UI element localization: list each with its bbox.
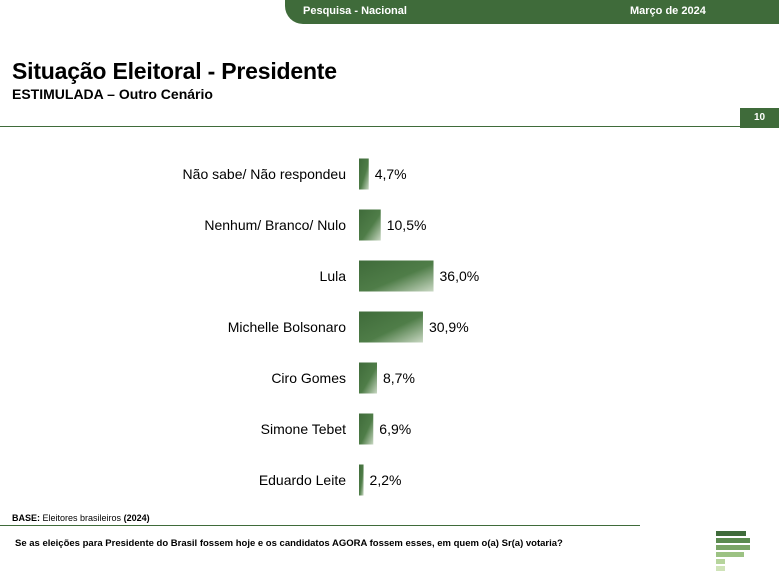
page-title: Situação Eleitoral - Presidente	[12, 58, 337, 84]
category-label: Simone Tebet	[261, 421, 346, 437]
header-divider	[0, 126, 740, 127]
value-label: 30,9%	[429, 319, 469, 335]
bar	[359, 311, 423, 343]
value-label: 2,2%	[370, 472, 402, 488]
footer-divider	[0, 525, 640, 526]
base-text: Eleitores brasileiros	[42, 513, 122, 523]
survey-label: Pesquisa - Nacional	[303, 5, 407, 17]
bar	[359, 158, 369, 190]
bar	[359, 209, 381, 241]
bar	[359, 362, 378, 394]
value-label: 6,9%	[379, 421, 411, 437]
bar	[359, 464, 364, 496]
category-label: Não sabe/ Não respondeu	[183, 166, 346, 182]
category-label: Michelle Bolsonaro	[228, 319, 346, 335]
base-year: (2024)	[123, 513, 150, 523]
category-label: Eduardo Leite	[259, 472, 346, 488]
bar-chart: Não sabe/ Não respondeu 4,7% Nenhum/ Branc…	[183, 158, 480, 496]
base-note: BASE: Eleitores brasileiros (2024)	[12, 513, 150, 523]
category-label: Nenhum/ Branco/ Nulo	[204, 217, 346, 233]
value-label: 10,5%	[387, 217, 427, 233]
p-stripes-logo-icon	[716, 531, 750, 571]
page-subtitle: ESTIMULADA – Outro Cenário	[12, 86, 213, 102]
survey-date: Março de 2024	[630, 5, 706, 17]
category-label: Ciro Gomes	[271, 370, 346, 386]
survey-question: Se as eleições para Presidente do Brasil…	[15, 538, 563, 549]
bar	[359, 413, 374, 445]
category-label: Lula	[320, 268, 347, 284]
value-label: 36,0%	[440, 268, 480, 284]
value-label: 4,7%	[375, 166, 407, 182]
base-label: BASE:	[12, 513, 41, 523]
page-number-badge: 10	[740, 108, 779, 128]
bar	[359, 260, 434, 292]
value-label: 8,7%	[383, 370, 415, 386]
header-bar: Pesquisa - Nacional Março de 2024	[285, 0, 779, 24]
